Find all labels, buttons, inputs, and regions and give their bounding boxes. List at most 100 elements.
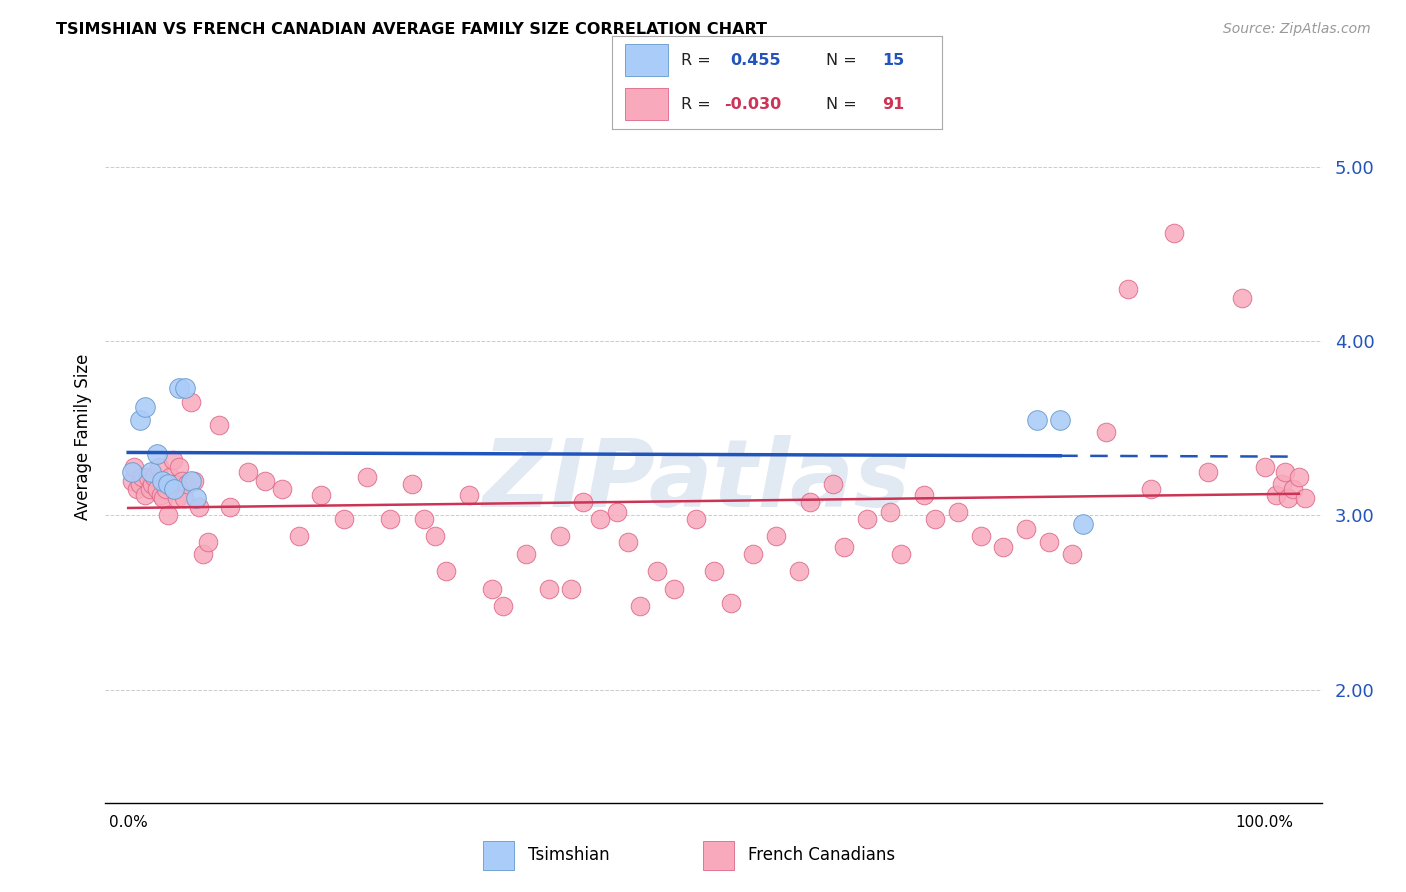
- Point: [208, 417, 231, 432]
- Point: [186, 491, 208, 505]
- Text: 91: 91: [883, 96, 905, 112]
- Point: [515, 547, 537, 561]
- Text: ZIPatlas: ZIPatlas: [482, 434, 911, 526]
- Text: TSIMSHIAN VS FRENCH CANADIAN AVERAGE FAMILY SIZE CORRELATION CHART: TSIMSHIAN VS FRENCH CANADIAN AVERAGE FAM…: [56, 22, 768, 37]
- Point: [170, 474, 193, 488]
- Text: 15: 15: [883, 53, 905, 68]
- Point: [458, 487, 481, 501]
- Point: [436, 564, 458, 578]
- Point: [606, 505, 628, 519]
- Point: [481, 582, 503, 596]
- Point: [1254, 459, 1277, 474]
- Point: [560, 582, 582, 596]
- Point: [166, 491, 188, 505]
- Point: [197, 534, 219, 549]
- Point: [572, 494, 595, 508]
- Point: [617, 534, 640, 549]
- Point: [856, 512, 879, 526]
- Point: [139, 465, 162, 479]
- Point: [1271, 477, 1294, 491]
- Point: [1274, 465, 1296, 479]
- Point: [423, 529, 446, 543]
- Point: [1026, 412, 1049, 426]
- Text: -0.030: -0.030: [724, 96, 782, 112]
- Point: [356, 470, 378, 484]
- Point: [1118, 282, 1140, 296]
- Point: [685, 512, 707, 526]
- Point: [742, 547, 765, 561]
- Bar: [624, 44, 668, 76]
- Point: [141, 477, 163, 491]
- Point: [969, 529, 991, 543]
- Point: [148, 459, 170, 474]
- Point: [799, 494, 821, 508]
- Point: [128, 412, 150, 426]
- Text: R =: R =: [681, 96, 716, 112]
- Point: [155, 483, 177, 497]
- Point: [169, 381, 191, 395]
- Point: [1294, 491, 1316, 505]
- Point: [1163, 227, 1185, 241]
- Point: [121, 465, 143, 479]
- Point: [145, 448, 167, 462]
- Point: [1015, 522, 1038, 536]
- Point: [946, 505, 969, 519]
- Point: [187, 500, 209, 514]
- Point: [821, 477, 844, 491]
- Point: [879, 505, 901, 519]
- Point: [174, 381, 197, 395]
- Text: French Canadians: French Canadians: [748, 847, 896, 864]
- Point: [131, 470, 153, 484]
- Point: [122, 459, 145, 474]
- Text: R =: R =: [681, 53, 716, 68]
- Point: [589, 512, 612, 526]
- Point: [128, 477, 150, 491]
- Point: [183, 474, 205, 488]
- Point: [121, 474, 143, 488]
- Point: [156, 508, 179, 523]
- Point: [1277, 491, 1299, 505]
- Point: [219, 500, 242, 514]
- Point: [163, 477, 186, 491]
- Point: [1049, 412, 1071, 426]
- Point: [537, 582, 560, 596]
- Point: [139, 483, 162, 497]
- Point: [401, 477, 423, 491]
- Point: [176, 477, 198, 491]
- Point: [127, 483, 149, 497]
- Point: [193, 547, 215, 561]
- Point: [333, 512, 356, 526]
- Point: [152, 491, 174, 505]
- Point: [287, 529, 309, 543]
- Point: [645, 564, 668, 578]
- Y-axis label: Average Family Size: Average Family Size: [73, 354, 91, 520]
- Bar: [624, 88, 668, 120]
- Point: [150, 487, 173, 501]
- Point: [890, 547, 912, 561]
- Point: [702, 564, 725, 578]
- Point: [1265, 487, 1288, 501]
- Point: [150, 474, 173, 488]
- Point: [136, 470, 159, 484]
- Point: [492, 599, 515, 613]
- Point: [1071, 517, 1094, 532]
- Point: [143, 470, 166, 484]
- Point: [628, 599, 651, 613]
- Point: [134, 487, 156, 501]
- Point: [311, 487, 333, 501]
- Point: [1288, 470, 1310, 484]
- Point: [924, 512, 946, 526]
- Point: [548, 529, 571, 543]
- Bar: [482, 840, 515, 871]
- Point: [787, 564, 810, 578]
- Text: 0.455: 0.455: [731, 53, 782, 68]
- Point: [236, 465, 259, 479]
- Point: [1038, 534, 1060, 549]
- Point: [156, 477, 179, 491]
- Point: [180, 474, 202, 488]
- Point: [253, 474, 276, 488]
- Point: [1094, 425, 1116, 439]
- Point: [993, 540, 1015, 554]
- Point: [169, 459, 191, 474]
- Point: [163, 483, 186, 497]
